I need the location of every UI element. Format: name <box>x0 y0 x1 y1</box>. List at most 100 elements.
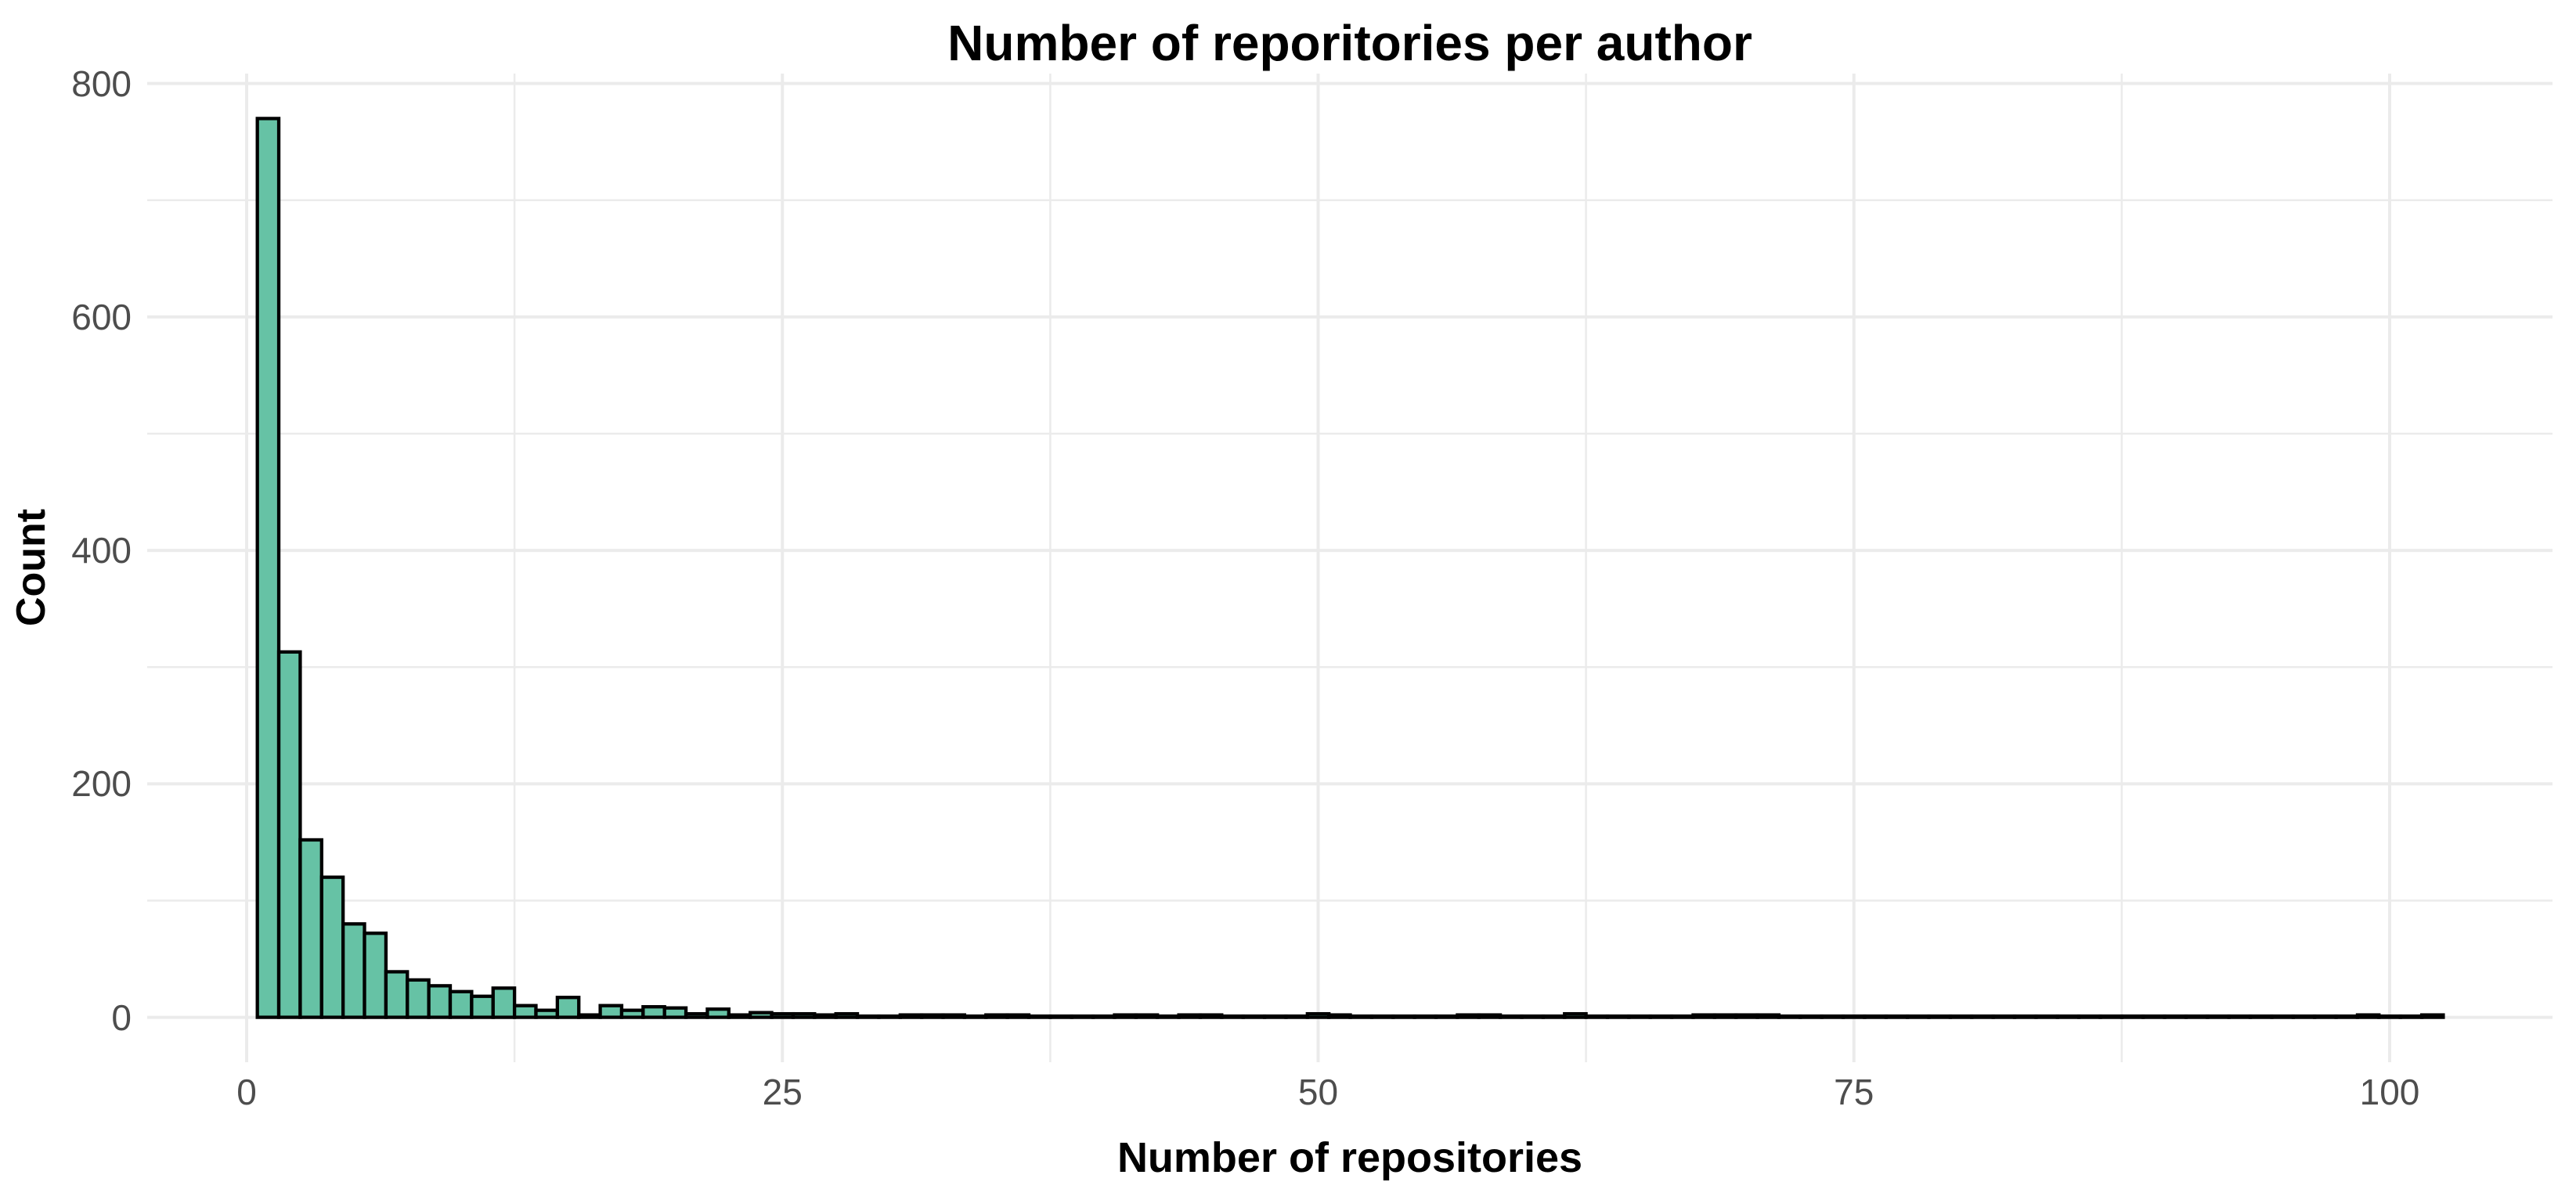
histogram-bar <box>1434 1014 1459 1019</box>
y-tick-label: 200 <box>71 763 132 805</box>
histogram-bar <box>2206 1014 2231 1019</box>
histogram-bar <box>1412 1014 1438 1019</box>
histogram-bar <box>919 1013 945 1019</box>
histogram-bar <box>662 1006 688 1019</box>
x-tick-label: 50 <box>1297 1072 1339 1112</box>
histogram-bar <box>534 1008 560 1019</box>
histogram-bar <box>749 1011 774 1019</box>
histogram-bar <box>363 932 388 1019</box>
histogram-bar <box>898 1013 924 1019</box>
histogram-bar <box>1927 1014 1953 1019</box>
histogram-bar <box>1284 1014 1309 1019</box>
histogram-bar <box>1669 1014 1695 1019</box>
histogram-bar <box>1991 1014 2017 1019</box>
histogram-bar <box>319 875 345 1019</box>
histogram-bar <box>877 1014 902 1019</box>
histogram-bar <box>427 984 453 1019</box>
histogram-bar <box>1134 1013 1160 1019</box>
histogram-bar <box>2012 1014 2038 1019</box>
histogram-bar <box>1327 1013 1352 1019</box>
x-tick-label: 75 <box>1834 1072 1874 1112</box>
histogram-bar <box>1906 1014 1931 1019</box>
histogram-bar <box>1156 1014 1181 1019</box>
histogram-bar <box>1648 1014 1674 1019</box>
histogram-bar <box>1627 1014 1652 1019</box>
histogram-bar <box>341 922 366 1019</box>
histogram-bar <box>1712 1013 1738 1019</box>
histogram-bar <box>276 650 302 1019</box>
histogram-bar <box>1091 1014 1117 1019</box>
histogram-bar <box>2055 1014 2081 1019</box>
histogram-bar <box>1563 1011 1588 1019</box>
histogram-bar <box>962 1014 988 1019</box>
y-tick-label: 0 <box>111 996 132 1038</box>
histogram-bar <box>555 996 581 1019</box>
x-tick-label: 100 <box>2359 1072 2420 1112</box>
histogram-bar <box>1863 1014 1888 1019</box>
histogram-bar <box>1755 1013 1781 1019</box>
histogram-bar <box>2291 1014 2317 1019</box>
histogram-bar <box>255 117 281 1019</box>
histogram-bar <box>1198 1013 1224 1019</box>
histogram-bar <box>791 1011 817 1019</box>
histogram-bar <box>1262 1014 1288 1019</box>
histogram-bar <box>448 989 474 1019</box>
histogram-bar <box>1048 1014 1073 1019</box>
histogram-bar <box>1884 1014 1910 1019</box>
histogram-bar <box>1477 1013 1503 1019</box>
histogram-bar <box>1005 1013 1031 1019</box>
histogram-bar <box>298 838 323 1019</box>
histogram-bar <box>512 1004 538 1019</box>
histogram-bar <box>834 1011 860 1019</box>
histogram-bar <box>598 1004 624 1019</box>
histogram-bar <box>684 1011 709 1019</box>
histogram-bar <box>619 1008 645 1019</box>
histogram-bar <box>577 1013 602 1019</box>
histogram-bar <box>2377 1014 2402 1019</box>
histogram-bar <box>2313 1014 2338 1019</box>
histogram-bar <box>1177 1013 1203 1019</box>
histogram-bar <box>2098 1014 2124 1019</box>
histogram-bar <box>384 970 409 1019</box>
histogram-bar <box>813 1013 838 1019</box>
histogram-bar <box>1498 1014 1524 1019</box>
y-tick-label: 400 <box>71 530 132 571</box>
histogram-bar <box>1220 1014 1245 1019</box>
x-axis-title: Number of repositories <box>1117 1134 1583 1181</box>
histogram-bar <box>2141 1014 2167 1019</box>
histogram-bar <box>2227 1014 2253 1019</box>
histogram-bar <box>2398 1014 2424 1019</box>
histogram-bar <box>1584 1014 1610 1019</box>
histogram-bar <box>1970 1014 1995 1019</box>
histogram-bar <box>2184 1014 2210 1019</box>
histogram-bar <box>1241 1014 1267 1019</box>
histogram-bar <box>705 1007 731 1019</box>
x-tick-label: 25 <box>762 1072 803 1112</box>
histogram-bar <box>770 1011 796 1019</box>
y-tick-label: 600 <box>71 296 132 337</box>
histogram-bar <box>1070 1014 1095 1019</box>
histogram-bar <box>2163 1014 2188 1019</box>
histogram-bar <box>1799 1014 1824 1019</box>
histogram-bar <box>641 1005 666 1019</box>
histogram-bar <box>1026 1014 1052 1019</box>
histogram-bar <box>1520 1014 1546 1019</box>
histogram-bar <box>406 978 431 1019</box>
histogram-bar <box>1734 1013 1759 1019</box>
histogram-bar <box>1820 1014 1845 1019</box>
histogram-bar <box>2120 1014 2145 1019</box>
histogram-bar <box>2334 1014 2360 1019</box>
histogram-bar <box>1777 1014 1802 1019</box>
histogram-bar <box>2270 1014 2295 1019</box>
histogram-bar <box>1305 1011 1331 1019</box>
histogram-bar <box>984 1013 1009 1019</box>
histogram-bar <box>470 994 495 1019</box>
histogram-bar <box>1841 1014 1867 1019</box>
histogram-bar <box>1348 1014 1374 1019</box>
x-tick-label: 0 <box>236 1072 257 1112</box>
histogram-bar <box>941 1013 967 1019</box>
y-tick-label: 800 <box>71 63 132 104</box>
histogram-bar <box>1605 1014 1631 1019</box>
